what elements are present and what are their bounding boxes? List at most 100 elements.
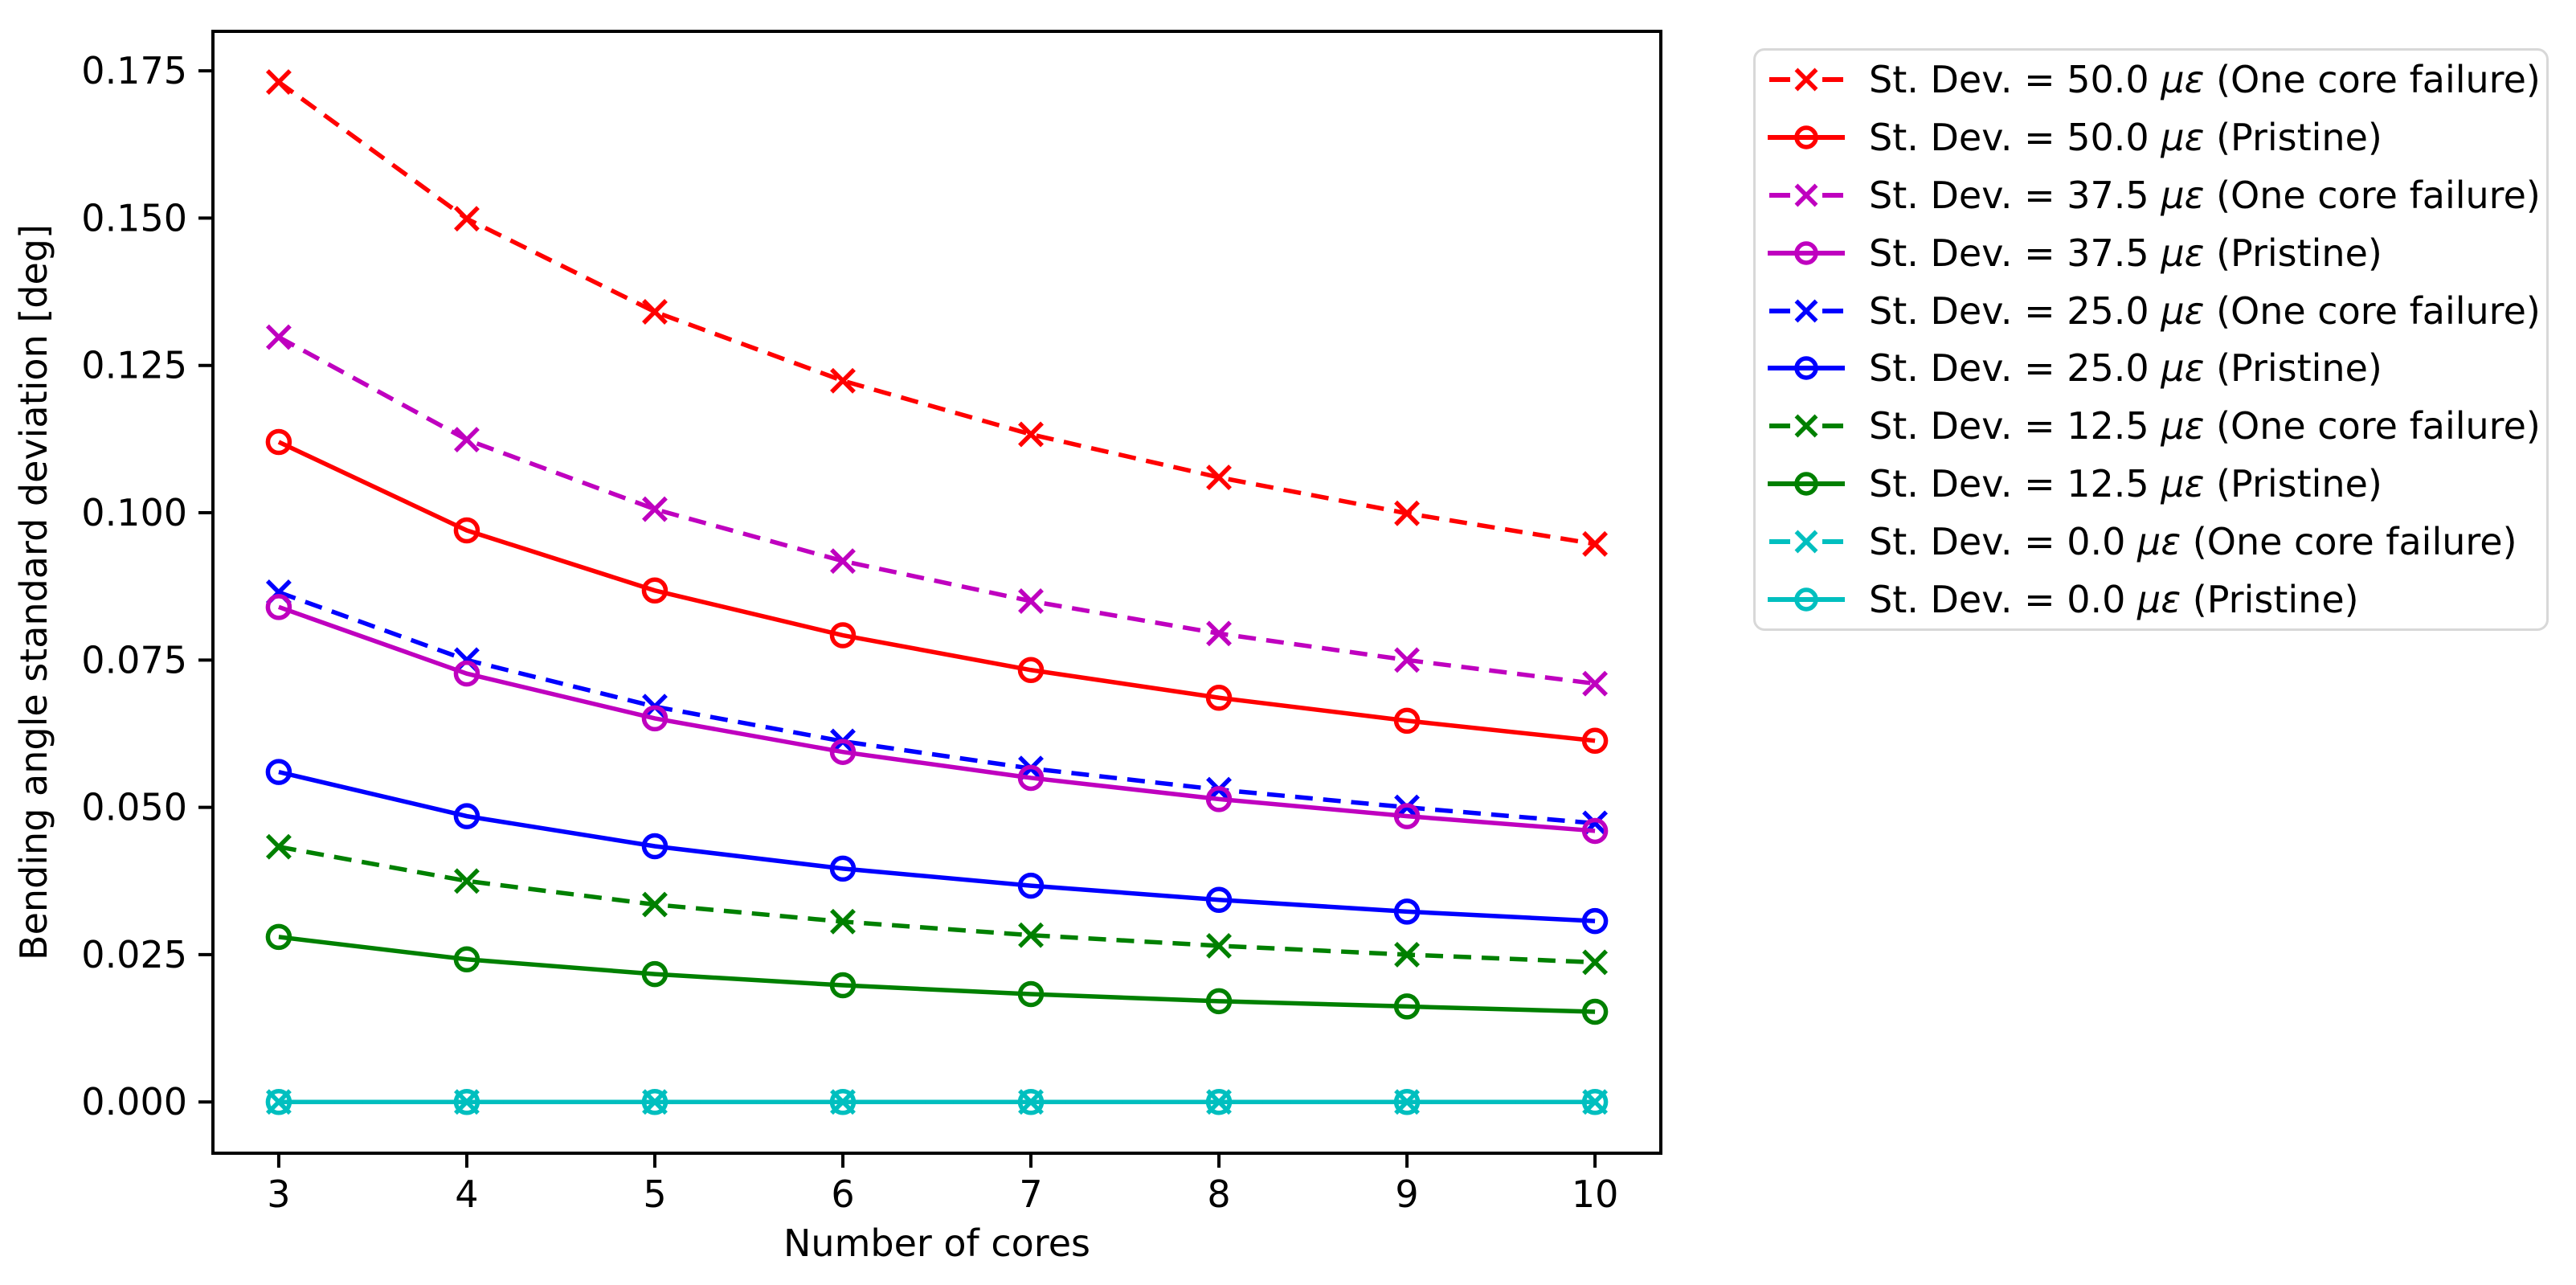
x-marker <box>1018 1089 1044 1115</box>
x-marker <box>830 548 856 575</box>
x-marker <box>1394 1089 1421 1115</box>
x-marker <box>1794 68 1818 92</box>
x-tick-label: 7 <box>1019 1172 1042 1216</box>
circle-marker <box>1581 907 1609 935</box>
x-marker <box>453 868 480 894</box>
x-marker <box>1206 620 1232 647</box>
circle-marker <box>1205 684 1233 711</box>
x-marker <box>830 367 856 394</box>
legend-item-st-dev-50-0-pristine: St. Dev. = 50.0 με (Pristine) <box>1756 108 2546 166</box>
circle-marker <box>453 946 480 973</box>
legend-item-st-dev-12-5-one-core-failure: St. Dev. = 12.5 με (One core failure) <box>1756 397 2546 455</box>
circle-marker <box>1017 980 1045 1008</box>
circle-marker <box>1205 786 1233 812</box>
series-st-dev-25-0-pristine <box>265 759 1609 935</box>
mu-epsilon-symbol: με <box>2161 462 2205 506</box>
x-marker <box>642 299 668 325</box>
legend-item-st-dev-0-0-one-core-failure: St. Dev. = 0.0 με (One core failure) <box>1756 513 2546 571</box>
circle-marker <box>1393 993 1421 1020</box>
legend-label: St. Dev. = 12.5 με (One core failure) <box>1869 404 2541 448</box>
x-marker <box>1794 414 1818 438</box>
circle-marker <box>1581 817 1609 845</box>
x-marker <box>830 1089 856 1115</box>
x-marker <box>1018 922 1044 948</box>
circle-marker <box>1205 886 1233 913</box>
y-axis-label: Bending angle standard deviation [deg] <box>12 224 55 960</box>
circle-marker <box>1794 356 1818 381</box>
circle-marker <box>265 759 292 785</box>
circle-marker <box>641 833 669 860</box>
legend-item-st-dev-37-5-one-core-failure: St. Dev. = 37.5 με (One core failure) <box>1756 166 2546 224</box>
series-line <box>278 935 1596 1014</box>
y-tick-label: 0.150 <box>81 196 187 239</box>
x-tick-label: 4 <box>455 1172 478 1216</box>
mu-epsilon-symbol: με <box>2161 57 2205 101</box>
y-tick-label: 0.125 <box>81 344 187 387</box>
series-st-dev-12-5-one-core-failure <box>265 833 1609 976</box>
y-tick-label: 0.050 <box>81 786 187 829</box>
legend-label: St. Dev. = 12.5 με (Pristine) <box>1869 462 2382 506</box>
x-marker <box>1794 530 1818 554</box>
x-marker <box>265 833 292 860</box>
circle-marker <box>829 622 857 649</box>
legend-handle <box>1768 587 1845 612</box>
x-marker <box>265 1089 292 1115</box>
x-marker <box>1582 670 1609 697</box>
x-marker <box>453 206 480 232</box>
mu-epsilon-symbol: με <box>2161 404 2205 448</box>
x-tick-label: 10 <box>1572 1172 1619 1216</box>
x-marker <box>1794 299 1818 322</box>
x-marker <box>1206 932 1232 959</box>
circle-marker <box>829 855 857 882</box>
x-tick-label: 8 <box>1207 1172 1230 1216</box>
circle-marker <box>1794 587 1818 612</box>
circle-marker <box>1794 125 1818 149</box>
legend-handle <box>1768 240 1845 265</box>
circle-marker <box>1794 240 1818 265</box>
x-marker <box>265 324 292 350</box>
legend-handle <box>1768 472 1845 496</box>
circle-marker <box>1205 988 1233 1015</box>
x-marker <box>453 427 480 453</box>
x-marker <box>642 496 668 522</box>
circle-marker <box>829 739 857 765</box>
legend-label: St. Dev. = 50.0 με (Pristine) <box>1869 115 2382 159</box>
x-marker <box>642 1089 668 1115</box>
x-marker <box>1018 421 1044 448</box>
circle-marker <box>265 428 292 456</box>
x-marker <box>453 1089 480 1115</box>
circle-marker <box>453 517 480 544</box>
legend-item-st-dev-12-5-pristine: St. Dev. = 12.5 με (Pristine) <box>1756 455 2546 513</box>
x-axis-label: Number of cores <box>783 1222 1090 1265</box>
series-line <box>277 335 1596 686</box>
legend-label: St. Dev. = 25.0 με (One core failure) <box>1869 289 2541 333</box>
series-st-dev-37-5-one-core-failure <box>265 324 1609 697</box>
series-st-dev-0-0-one-core-failure <box>265 1089 1609 1115</box>
x-marker <box>265 69 292 95</box>
series-line <box>277 604 1596 833</box>
series-line <box>277 80 1596 546</box>
legend-label: St. Dev. = 37.5 με (Pristine) <box>1869 231 2382 275</box>
legend-handle <box>1768 356 1845 381</box>
x-tick-label: 6 <box>831 1172 854 1216</box>
y-tick-label: 0.000 <box>81 1080 187 1123</box>
legend-label: St. Dev. = 37.5 με (One core failure) <box>1869 173 2541 217</box>
legend-item-st-dev-25-0-one-core-failure: St. Dev. = 25.0 με (One core failure) <box>1756 282 2546 340</box>
legend-label: St. Dev. = 0.0 με (Pristine) <box>1869 578 2359 622</box>
circle-marker <box>1017 657 1045 684</box>
circle-marker <box>453 660 480 687</box>
circle-marker <box>641 960 669 988</box>
x-marker <box>1582 949 1609 976</box>
series-line <box>278 845 1596 965</box>
circle-marker <box>453 803 480 829</box>
y-tick-label: 0.175 <box>81 49 187 92</box>
circle-marker <box>1393 898 1421 925</box>
mu-epsilon-symbol: με <box>2161 289 2205 333</box>
x-marker <box>1582 530 1609 557</box>
circle-marker <box>265 594 292 620</box>
x-marker <box>1206 464 1232 490</box>
circle-marker <box>1794 472 1818 496</box>
circle-marker <box>1581 727 1609 755</box>
legend-item-st-dev-50-0-one-core-failure: St. Dev. = 50.0 με (One core failure) <box>1756 51 2546 108</box>
